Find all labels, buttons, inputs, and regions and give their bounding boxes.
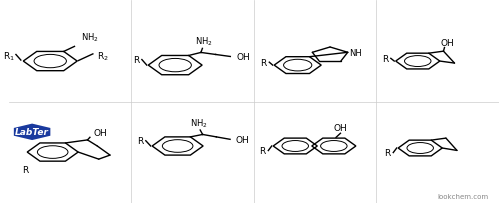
Text: NH$_2$: NH$_2$ (194, 36, 212, 48)
Text: OH: OH (94, 128, 107, 137)
Text: lookchem.com: lookchem.com (438, 193, 489, 198)
Text: NH$_2$: NH$_2$ (190, 117, 208, 130)
Polygon shape (13, 123, 51, 141)
Text: NH: NH (348, 49, 362, 58)
Text: OH: OH (236, 135, 250, 144)
Text: OH: OH (334, 124, 347, 133)
Text: NH$_2$: NH$_2$ (80, 31, 98, 44)
Text: OH: OH (236, 53, 250, 62)
Text: R: R (260, 146, 266, 155)
Text: R: R (22, 165, 28, 174)
Text: R$_2$: R$_2$ (97, 50, 108, 62)
Text: R: R (137, 136, 143, 145)
Text: R: R (384, 148, 391, 157)
Text: R: R (260, 58, 267, 67)
Text: OH: OH (440, 39, 454, 48)
Text: R: R (382, 54, 388, 63)
Text: LabTer: LabTer (15, 128, 49, 137)
Text: R: R (133, 56, 140, 65)
Text: R$_1$: R$_1$ (2, 50, 14, 62)
